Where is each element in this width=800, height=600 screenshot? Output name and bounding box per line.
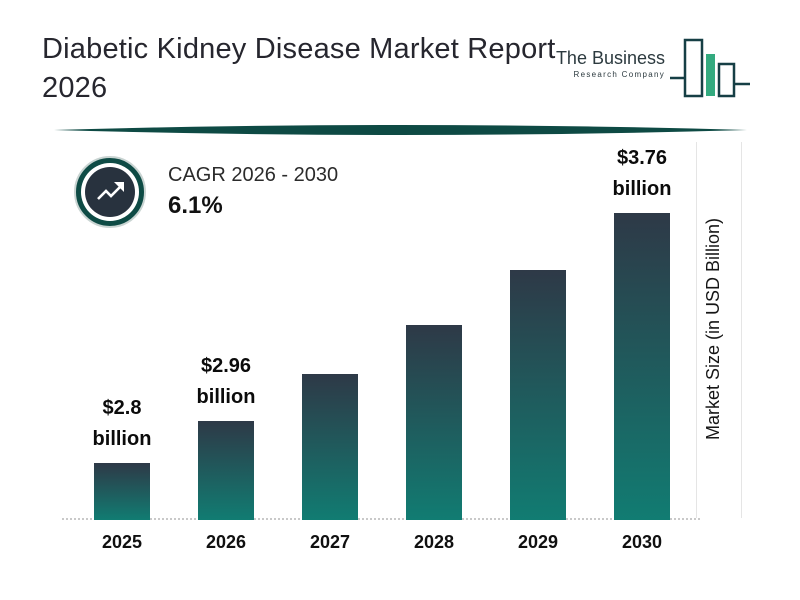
logo-text: The Business Research Company xyxy=(556,34,665,79)
company-logo: The Business Research Company xyxy=(556,34,750,102)
x-axis-baseline xyxy=(62,518,700,520)
x-axis-label-2026: 2026 xyxy=(205,532,247,552)
bar-2030 xyxy=(614,213,670,520)
bar-2028 xyxy=(406,325,462,520)
bar-value-label-2026: $2.96 billion xyxy=(196,355,256,408)
x-axis-label-2029: 2029 xyxy=(517,532,559,552)
gridline xyxy=(741,142,742,518)
cagr-label: CAGR 2026 - 2030 xyxy=(168,164,339,186)
bar-2029 xyxy=(510,270,566,520)
cagr-circle xyxy=(74,156,146,228)
bar-2026 xyxy=(198,421,254,520)
cagr-value: 6.1% xyxy=(168,192,223,219)
bar-value-label-2025: $2.8 billion xyxy=(92,397,152,450)
bar-2025 xyxy=(94,463,150,520)
logo-name: The Business xyxy=(555,48,665,68)
cagr-badge: CAGR 2026 - 2030 6.1% xyxy=(74,156,338,228)
x-axis-label-2025: 2025 xyxy=(101,532,143,552)
trend-arrow-icon xyxy=(85,167,135,217)
bar-2027 xyxy=(302,374,358,520)
x-axis-label-2027: 2027 xyxy=(309,532,351,552)
divider-lens xyxy=(54,125,747,135)
x-axis-label-2028: 2028 xyxy=(413,532,455,552)
bar-chart-logo-icon xyxy=(670,38,750,98)
bar-value-label-2030: $3.76 billion xyxy=(612,147,672,200)
logo-subtitle: Research Company xyxy=(573,70,665,79)
gridline xyxy=(696,142,697,518)
page-title-line2: 2026 xyxy=(42,72,108,104)
y-axis-label: Market Size (in USD Billion) xyxy=(703,217,723,441)
report-title: Diabetic Kidney Disease Market Report 20… xyxy=(42,30,582,108)
cagr-text: CAGR 2026 - 2030 6.1% xyxy=(168,164,338,220)
x-axis-label-2030: 2030 xyxy=(621,532,663,552)
page-title-line1: Diabetic Kidney Disease Market Report xyxy=(42,33,556,65)
